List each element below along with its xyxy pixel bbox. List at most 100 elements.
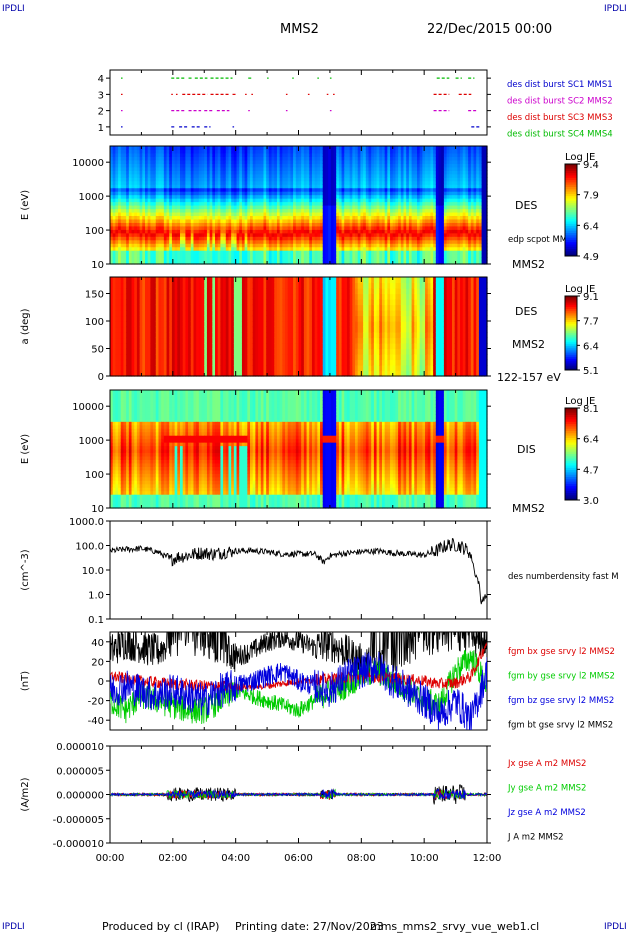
des_energy-cell	[279, 218, 283, 223]
des_energy-cell	[346, 163, 351, 168]
des_energy-cell	[443, 257, 448, 262]
des_energy-cell	[433, 201, 437, 206]
des_energy-cell	[465, 184, 469, 189]
des_energy-cell	[355, 149, 359, 154]
des_energy-cell	[306, 180, 310, 185]
des_energy-cell	[460, 184, 464, 189]
des_energy-cell	[217, 194, 221, 199]
des_energy-cell	[206, 225, 211, 230]
des_energy-cell	[449, 201, 453, 206]
des_energy-cell	[244, 211, 248, 217]
des_energy-cell	[166, 225, 170, 230]
des_energy-cell	[416, 184, 421, 189]
des_energy-cell	[338, 152, 343, 158]
des_energy-cell	[303, 146, 308, 151]
des_energy-cell	[349, 173, 353, 178]
des_energy-cell	[204, 198, 208, 203]
des_energy-cell	[241, 198, 246, 203]
des_energy-cell	[110, 208, 114, 213]
des_energy-cell	[233, 170, 238, 175]
des_energy-cell	[282, 243, 286, 248]
des_energy-cell	[139, 225, 143, 230]
des_energy-cell	[268, 260, 273, 265]
des_energy-cell	[384, 253, 388, 258]
des_energy-cell	[360, 229, 364, 234]
des_energy-cell	[204, 225, 208, 230]
des_energy-cell	[457, 215, 461, 220]
des_energy-cell	[268, 218, 273, 223]
des_energy-cell	[250, 250, 254, 255]
des_energy-cell	[379, 163, 383, 168]
des_energy-cell	[182, 208, 186, 213]
des_energy-cell	[274, 166, 278, 171]
des_energy-cell	[427, 239, 432, 244]
des_energy-cell	[228, 208, 232, 213]
des_energy-cell	[158, 198, 162, 203]
des_energy-cell	[147, 257, 151, 262]
des_energy-cell	[387, 250, 391, 255]
des_energy-cell	[352, 187, 356, 192]
des_energy-cell	[430, 205, 434, 210]
des_energy-cell	[333, 149, 337, 154]
des_energy-cell	[196, 218, 200, 223]
des-energy-colorbar-cell	[565, 223, 577, 227]
des_energy-cell	[476, 225, 480, 230]
des_energy-cell	[441, 177, 445, 182]
des_energy-cell	[408, 180, 413, 185]
des_energy-cell	[470, 257, 475, 262]
des_energy-cell	[451, 180, 456, 185]
des_energy-cell	[435, 163, 440, 168]
des_energy-cell	[320, 159, 324, 164]
des_energy-cell	[344, 180, 348, 185]
des_energy-cell	[322, 201, 327, 206]
des_energy-cell	[263, 170, 267, 175]
des_energy-cell	[136, 184, 141, 189]
des_energy-cell	[478, 229, 483, 234]
des_energy-cell	[134, 222, 138, 227]
des_energy-cell	[346, 166, 351, 171]
des_energy-cell	[298, 211, 302, 217]
des_pitch-cell	[112, 310, 116, 317]
des_energy-cell	[247, 173, 251, 178]
des_energy-cell	[457, 260, 461, 265]
des_energy-cell	[174, 173, 178, 178]
des_energy-cell	[406, 146, 410, 151]
des_energy-cell	[161, 173, 165, 178]
des_energy-cell	[231, 177, 235, 182]
des_energy-cell	[484, 184, 488, 189]
des_energy-cell	[177, 211, 181, 217]
des_energy-cell	[163, 243, 168, 248]
des_energy-cell	[255, 184, 259, 189]
des_energy-cell	[435, 184, 440, 189]
des_energy-cell	[255, 257, 259, 262]
des_energy-cell	[276, 211, 281, 217]
des_energy-cell	[258, 187, 262, 192]
des_energy-cell	[344, 184, 348, 189]
des_energy-cell	[411, 187, 415, 192]
des_energy-cell	[390, 208, 394, 213]
des_energy-cell	[376, 215, 380, 220]
des_energy-cell	[177, 170, 181, 175]
des_energy-cell	[390, 229, 394, 234]
des_energy-cell	[115, 225, 119, 230]
des_energy-cell	[182, 205, 186, 210]
des_energy-cell	[209, 225, 213, 230]
des_energy-cell	[379, 205, 383, 210]
des_energy-cell	[282, 229, 286, 234]
des_energy-cell	[392, 201, 397, 206]
des_energy-cell	[285, 177, 289, 182]
des_energy-cell	[285, 159, 289, 164]
des_energy-cell	[279, 229, 283, 234]
des_energy-cell	[425, 205, 429, 210]
des_energy-cell	[387, 208, 391, 213]
des_energy-cell	[134, 246, 138, 251]
des_energy-cell	[390, 156, 394, 161]
des_energy-cell	[476, 166, 480, 171]
des_energy-cell	[201, 208, 205, 213]
des_energy-cell	[317, 215, 321, 220]
des_energy-cell	[177, 229, 181, 234]
des_energy-cell	[120, 208, 125, 213]
des_energy-cell	[363, 156, 367, 161]
des_energy-cell	[153, 239, 157, 244]
des_energy-cell	[112, 211, 116, 217]
